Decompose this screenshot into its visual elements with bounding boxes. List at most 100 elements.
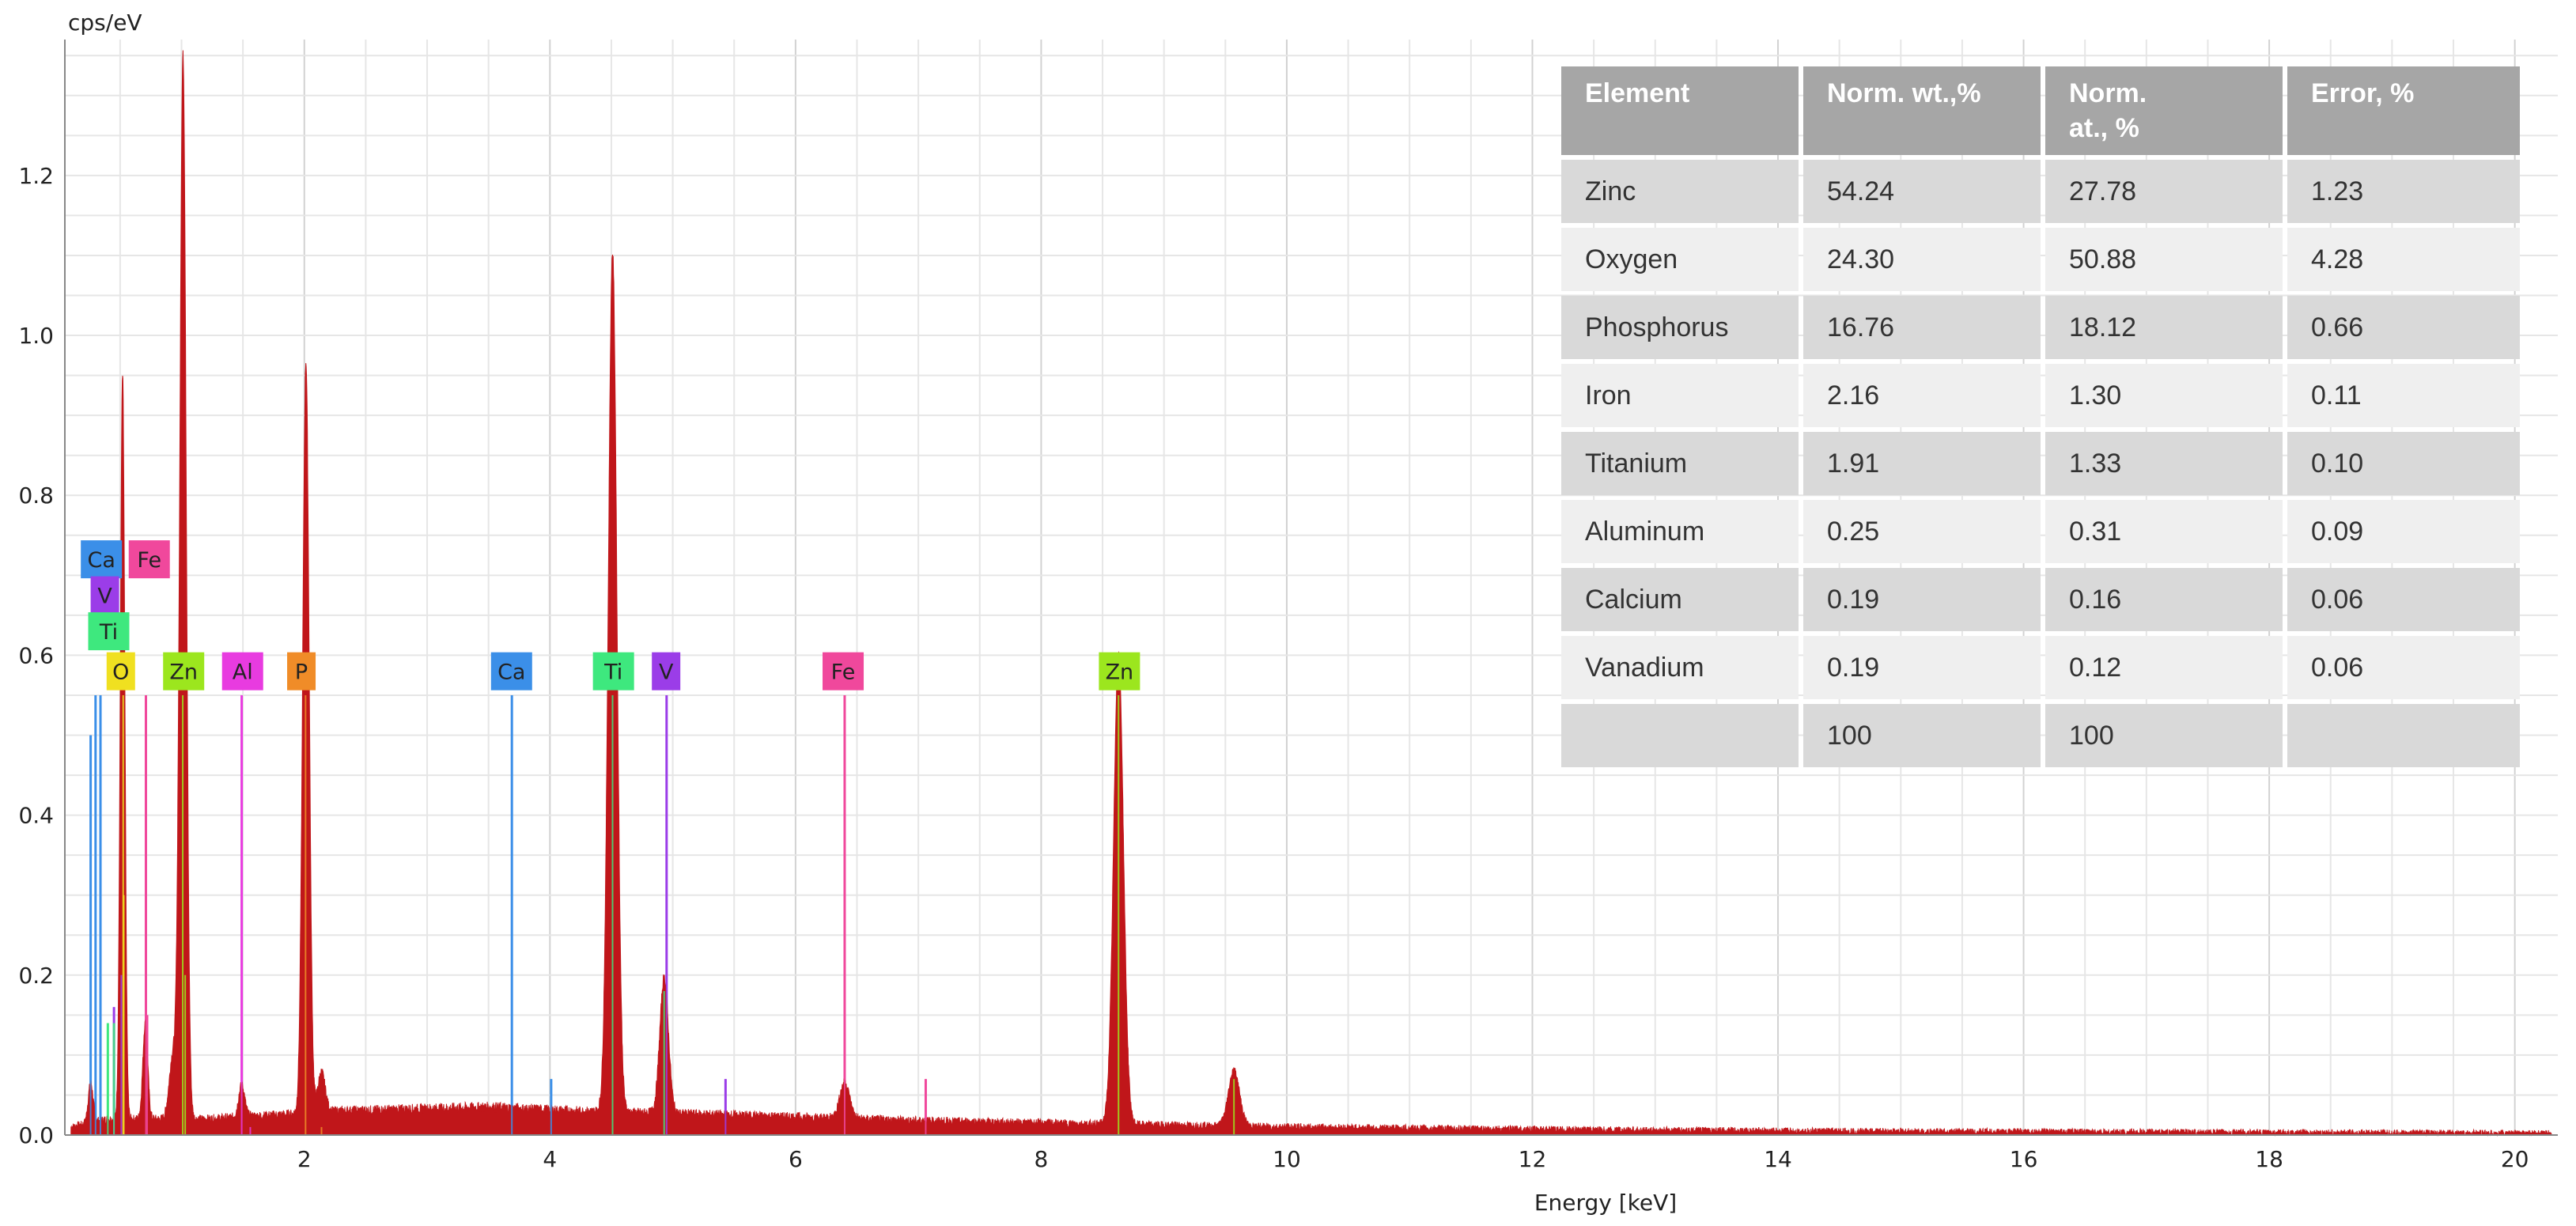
cell-norm-wt: 0.19 (1803, 568, 2041, 631)
element-label-box (823, 652, 864, 691)
element-label-ca: Ca (81, 540, 123, 579)
element-label-box (287, 652, 316, 691)
table-row: Phosphorus 16.76 18.12 0.66 (1561, 296, 2520, 359)
header-norm-at: Norm. at., % (2045, 66, 2283, 155)
table-header-row: Element Norm. wt.,% Norm. at., % Error, … (1561, 66, 2520, 155)
cell-norm-at: 50.88 (2045, 228, 2283, 291)
cell-norm-at: 0.12 (2045, 636, 2283, 699)
element-label-v: V (90, 576, 119, 615)
cell-element (1561, 704, 1799, 767)
table-row: Iron 2.16 1.30 0.11 (1561, 364, 2520, 427)
x-tick-label: 16 (2010, 1146, 2038, 1172)
element-label-text: Zn (169, 660, 198, 685)
x-tick-label: 20 (2501, 1146, 2529, 1172)
element-label-al: Al (221, 652, 263, 691)
cell-norm-wt: 0.19 (1803, 636, 2041, 699)
cell-element: Calcium (1561, 568, 1799, 631)
element-label-box (592, 652, 634, 691)
cell-element: Iron (1561, 364, 1799, 427)
y-tick-label: 0.0 (18, 1122, 54, 1148)
element-label-box (128, 540, 170, 579)
y-tick-label: 0.2 (18, 963, 54, 989)
element-labels: Ca Fe V Ti O Zn Al P Ca Ti V Fe Zn (81, 540, 1140, 691)
table-row: Calcium 0.19 0.16 0.06 (1561, 568, 2520, 631)
element-label-ti: Ti (88, 612, 130, 651)
cell-norm-wt: 24.30 (1803, 228, 2041, 291)
table-body: Zinc 54.24 27.78 1.23 Oxygen 24.30 50.88 4.28 Ph… (1561, 160, 2520, 767)
element-label-text: V (97, 585, 112, 609)
cell-norm-at: 1.33 (2045, 432, 2283, 495)
element-label-text: O (112, 660, 129, 685)
y-tick-label: 0.4 (18, 803, 54, 829)
x-tick-label: 6 (789, 1146, 803, 1172)
y-tick-label: 1.0 (18, 323, 54, 349)
element-label-text: Fe (137, 548, 161, 573)
table-row: Titanium 1.91 1.33 0.10 (1561, 432, 2520, 495)
element-label-box (88, 612, 130, 651)
x-tick-label: 10 (1273, 1146, 1301, 1172)
element-label-zn: Zn (1099, 652, 1140, 691)
cell-error: 0.09 (2287, 500, 2520, 563)
cell-element: Phosphorus (1561, 296, 1799, 359)
x-tick-label: 12 (1519, 1146, 1547, 1172)
element-label-text: Zn (1106, 660, 1134, 685)
cell-norm-at: 18.12 (2045, 296, 2283, 359)
composition-table: Element Norm. wt.,% Norm. at., % Error, … (1557, 62, 2525, 772)
cell-error (2287, 704, 2520, 767)
cell-norm-at: 27.78 (2045, 160, 2283, 223)
cell-norm-wt: 2.16 (1803, 364, 2041, 427)
element-label-text: P (295, 660, 308, 685)
element-label-fe: Fe (128, 540, 170, 579)
element-label-ca: Ca (490, 652, 532, 691)
element-label-box (490, 652, 532, 691)
element-label-box (106, 652, 135, 691)
x-tick-label: 18 (2255, 1146, 2283, 1172)
cell-norm-at: 1.30 (2045, 364, 2283, 427)
element-marker-lines-front (89, 694, 1235, 1135)
y-tick-label: 1.2 (18, 163, 54, 189)
cell-norm-wt: 1.91 (1803, 432, 2041, 495)
cell-norm-wt: 100 (1803, 704, 2041, 767)
element-label-text: Ti (99, 620, 118, 645)
element-label-box (90, 576, 119, 615)
cell-error: 0.06 (2287, 568, 2520, 631)
table-row: Aluminum 0.25 0.31 0.09 (1561, 500, 2520, 563)
header-norm-wt: Norm. wt.,% (1803, 66, 2041, 155)
y-tick-label: 0.6 (18, 642, 54, 668)
cell-error: 0.10 (2287, 432, 2520, 495)
cell-element: Zinc (1561, 160, 1799, 223)
cell-error: 0.11 (2287, 364, 2520, 427)
element-label-box (652, 652, 681, 691)
cell-norm-wt: 54.24 (1803, 160, 2041, 223)
axes (64, 40, 2558, 1136)
table-row: Vanadium 0.19 0.12 0.06 (1561, 636, 2520, 699)
table-row: 100 100 (1561, 704, 2520, 767)
element-label-zn: Zn (163, 652, 205, 691)
element-label-box (221, 652, 263, 691)
cell-norm-wt: 0.25 (1803, 500, 2041, 563)
cell-norm-at: 0.31 (2045, 500, 2283, 563)
element-label-p: P (287, 652, 316, 691)
y-axis-title: cps/eV (68, 9, 142, 36)
element-label-text: Al (233, 660, 253, 685)
header-error: Error, % (2287, 66, 2520, 155)
element-label-text: Ca (87, 548, 115, 573)
cell-element: Titanium (1561, 432, 1799, 495)
tick-labels: 2 4 6 8 10 12 14 16 18 20 0.0 0.2 0.4 0.6 0.8 1.0 1.2 (18, 163, 2529, 1172)
cell-error: 4.28 (2287, 228, 2520, 291)
grid (65, 40, 2558, 1135)
cell-error: 0.66 (2287, 296, 2520, 359)
x-tick-label: 2 (297, 1146, 312, 1172)
element-label-o: O (106, 652, 135, 691)
y-tick-label: 0.8 (18, 482, 54, 509)
element-label-text: V (659, 660, 674, 685)
cell-element: Oxygen (1561, 228, 1799, 291)
x-tick-label: 4 (543, 1146, 557, 1172)
element-label-text: Ca (497, 660, 525, 685)
element-label-v: V (652, 652, 681, 691)
element-label-text: Ti (603, 660, 622, 685)
x-axis-title: Energy [keV] (1534, 1190, 1677, 1216)
table-row: Zinc 54.24 27.78 1.23 (1561, 160, 2520, 223)
element-label-box (1099, 652, 1140, 691)
cell-element: Vanadium (1561, 636, 1799, 699)
